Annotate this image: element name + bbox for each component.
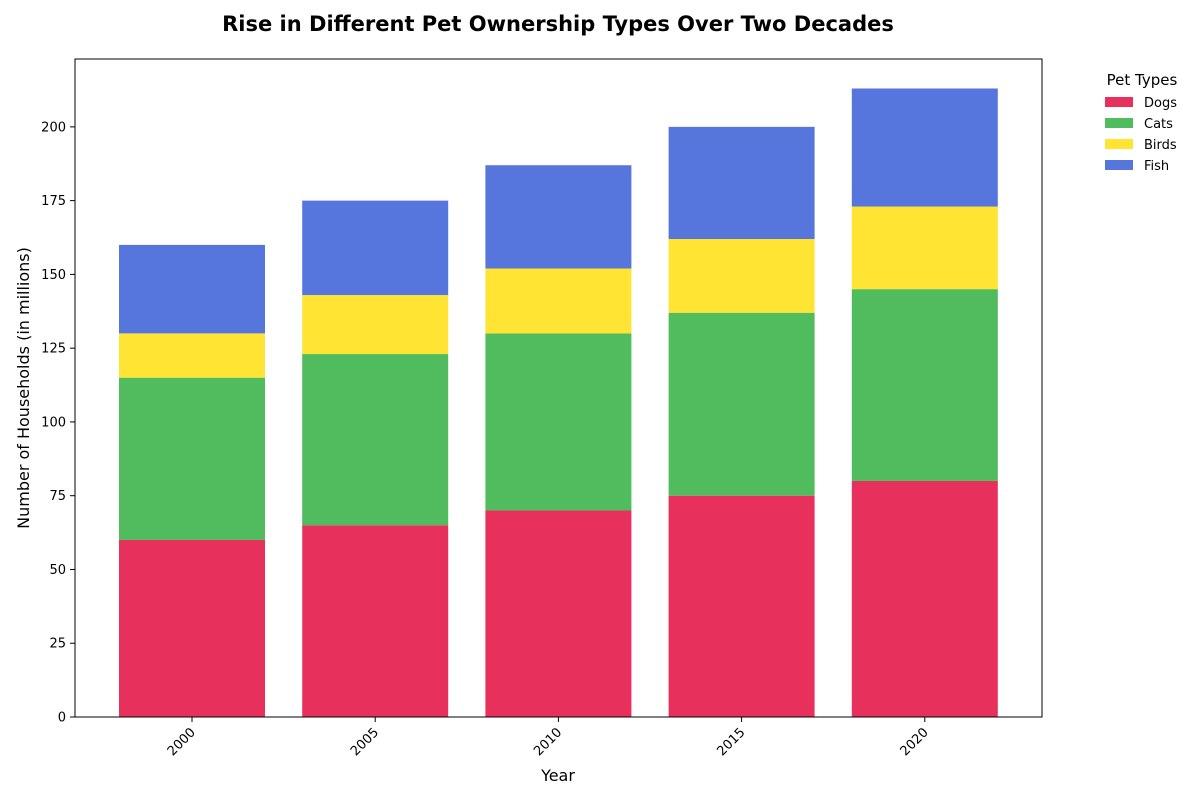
bar-birds-2005: [302, 295, 449, 355]
x-axis-label: Year: [540, 766, 575, 785]
bar-fish-2015: [668, 126, 815, 239]
x-tick-label: 2005: [348, 725, 382, 759]
legend-swatch-cats: [1105, 118, 1133, 128]
legend-label-dogs: Dogs: [1144, 96, 1177, 111]
bar-fish-2010: [485, 165, 632, 269]
bar-cats-2010: [485, 333, 632, 511]
bar-fish-2005: [302, 200, 449, 296]
x-tick-label: 2000: [165, 725, 199, 759]
x-axis: 2000 2005 2010 2015 2020: [165, 717, 932, 759]
bar-birds-2020: [851, 206, 998, 290]
legend-label-fish: Fish: [1144, 159, 1169, 174]
bar-cats-2005: [302, 354, 449, 526]
bar-birds-2010: [485, 268, 632, 334]
y-tick-label: 175: [41, 194, 66, 209]
bar-dogs-2010: [485, 510, 632, 717]
bar-dogs-2000: [119, 539, 265, 717]
y-tick-label: 100: [41, 415, 66, 430]
y-tick-label: 150: [41, 268, 66, 283]
bar-cats-2020: [851, 289, 998, 481]
bar-dogs-2005: [302, 525, 449, 717]
legend-title: Pet Types: [1107, 71, 1178, 89]
bar-cats-2015: [668, 312, 815, 496]
chart-title: Rise in Different Pet Ownership Types Ov…: [222, 12, 894, 36]
x-tick-label: 2020: [898, 725, 932, 759]
legend-swatch-fish: [1105, 160, 1133, 170]
legend-label-cats: Cats: [1144, 117, 1173, 132]
bar-dogs-2020: [851, 480, 998, 717]
bars-layer: [119, 88, 998, 717]
legend: Pet Types Dogs Cats Birds Fish: [1105, 71, 1178, 174]
x-tick-label: 2010: [531, 725, 565, 759]
legend-label-birds: Birds: [1144, 138, 1177, 153]
bar-fish-2000: [119, 244, 265, 334]
legend-swatch-dogs: [1105, 97, 1133, 107]
y-tick-label: 75: [49, 489, 66, 504]
bar-birds-2000: [119, 333, 265, 378]
bar-cats-2000: [119, 377, 265, 540]
bar-dogs-2015: [668, 495, 815, 717]
bar-birds-2015: [668, 238, 815, 313]
y-tick-label: 50: [49, 563, 66, 578]
bar-fish-2020: [851, 88, 998, 207]
legend-swatch-birds: [1105, 139, 1133, 149]
y-axis: 0 25 50 75 100 125 150 175 200: [41, 120, 75, 726]
y-axis-label: Number of Households (in millions): [14, 247, 33, 529]
y-tick-label: 0: [58, 711, 66, 726]
x-tick-label: 2015: [714, 725, 748, 759]
y-tick-label: 200: [41, 120, 66, 135]
y-tick-label: 125: [41, 342, 66, 357]
y-tick-label: 25: [49, 637, 66, 652]
